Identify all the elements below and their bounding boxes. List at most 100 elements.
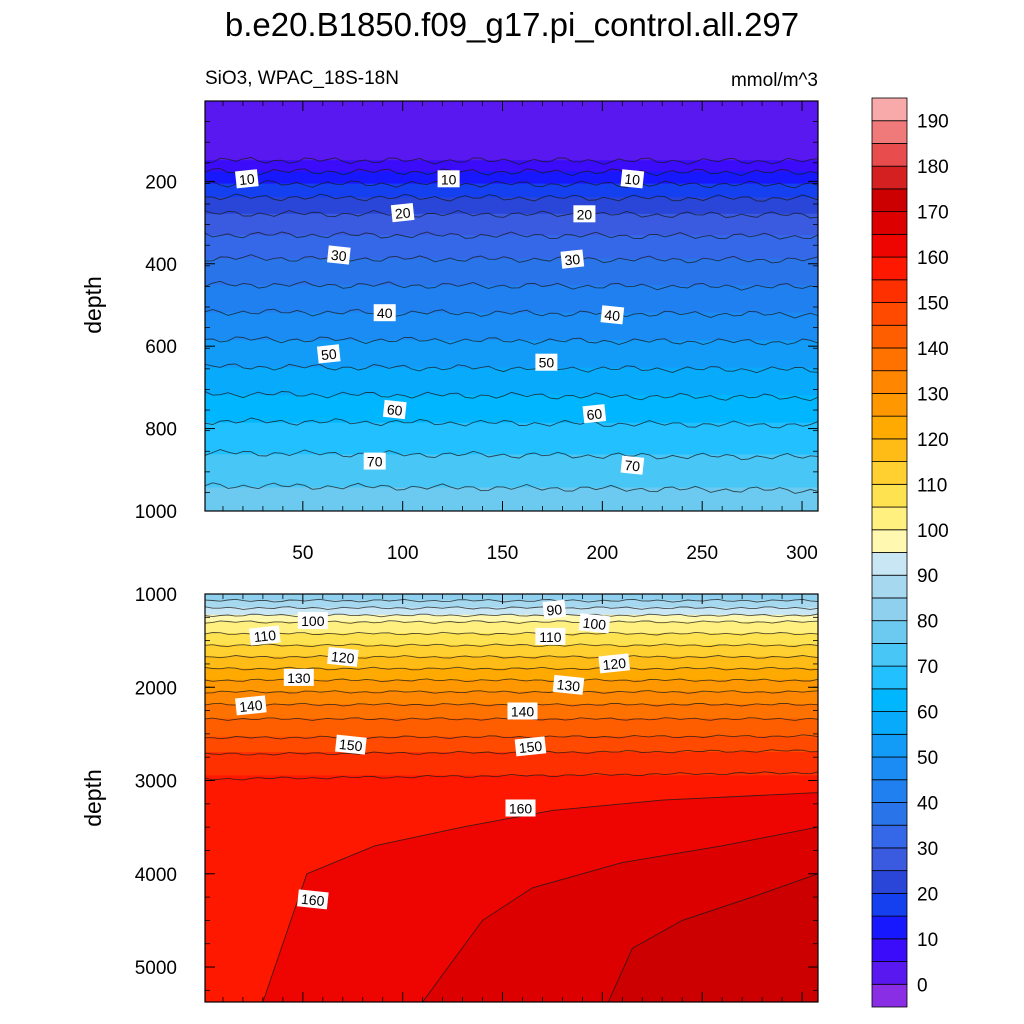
contour-label-box: [542, 599, 567, 620]
colorbar-swatch: [871, 324, 908, 349]
contour-label-text: 130: [287, 670, 311, 686]
contour-line: [205, 180, 818, 189]
contour-band: [205, 600, 818, 609]
contour-label: 150: [335, 734, 367, 755]
contour-label: 30: [327, 245, 351, 265]
contour-line: [205, 254, 818, 264]
contour-label-text: 150: [518, 738, 543, 756]
colorbar-swatch: [871, 506, 908, 531]
colorbar-swatch: [871, 620, 908, 644]
contour-band: [205, 691, 818, 706]
colorbar-swatch: [871, 597, 908, 622]
colorbar-swatch: [871, 165, 908, 190]
contour-line: [607, 873, 818, 1002]
contour-label-box: [437, 170, 460, 188]
contour-band: [205, 607, 818, 616]
contour-label: 100: [297, 612, 328, 629]
colorbar-swatch: [871, 665, 908, 690]
contour-label-box: [582, 404, 607, 424]
contour-band: [205, 235, 818, 260]
contour-line: [205, 193, 818, 202]
contour-band: [205, 197, 818, 215]
x-tick-label: 200: [587, 543, 619, 564]
contour-label: 20: [573, 205, 596, 223]
contour-label-box: [363, 452, 386, 470]
contour-label-text: 10: [441, 171, 457, 187]
colorbar-swatch: [871, 483, 908, 508]
colorbar-swatch: [871, 302, 908, 326]
contour-label: 90: [542, 599, 567, 620]
contour-band: [205, 285, 818, 314]
contour-band: [205, 594, 818, 602]
contour-band: [205, 487, 818, 511]
colorbar-label: 90: [917, 566, 938, 587]
colorbar-swatch: [871, 643, 908, 667]
colorbar-swatch: [871, 711, 908, 735]
contour-label: 120: [598, 653, 631, 674]
contour-band: [205, 718, 818, 738]
contour-label-box: [327, 646, 359, 667]
contour-label-text: 10: [624, 171, 641, 189]
colorbar-label: 180: [917, 157, 949, 178]
colorbar-swatch: [871, 756, 908, 781]
contour-label-text: 50: [320, 346, 337, 364]
contour-region: [608, 873, 818, 1002]
y-tick-label: 800: [145, 420, 177, 441]
contour-line: [205, 417, 818, 429]
contour-label: 100: [578, 613, 611, 634]
colorbar-label: 170: [917, 203, 949, 224]
colorbar-label: 150: [917, 294, 949, 315]
contour-label: 160: [297, 889, 329, 910]
colorbar-label: 140: [917, 339, 949, 360]
y-tick-label: 1000: [135, 502, 177, 523]
colorbar-swatch: [871, 393, 908, 417]
colorbar-label: 60: [917, 703, 938, 724]
y-axis-label: depth: [80, 276, 106, 334]
colorbar-swatch: [871, 211, 908, 235]
contour-label: 40: [600, 305, 625, 325]
contour-label-box: [535, 627, 566, 645]
colorbar-swatch: [871, 233, 908, 258]
y-tick-label: 400: [145, 255, 177, 276]
contour-label-text: 100: [301, 613, 325, 629]
y-axis-label: depth: [80, 769, 106, 827]
colorbar-swatch: [871, 461, 908, 485]
contour-label-box: [552, 674, 585, 695]
colorbar-swatch: [871, 529, 908, 553]
colorbar-label: 70: [917, 657, 938, 678]
contour-label: 10: [620, 169, 645, 189]
contour-label-box: [507, 702, 538, 720]
contour-band: [205, 736, 818, 754]
colorbar-label: 100: [917, 521, 949, 542]
contour-label: 110: [249, 625, 281, 646]
contour-line: [205, 771, 818, 781]
colorbar-label: 80: [917, 612, 938, 633]
colorbar-swatch: [871, 824, 908, 849]
contour-band: [205, 752, 818, 777]
colorbar-label: 40: [917, 793, 938, 814]
colorbar: 0 10 20 30 40 50 60 70 80 90 100 110 120 130 140 150 160…: [871, 97, 949, 1008]
contour-line: [205, 156, 818, 165]
contour-label-text: 110: [539, 629, 562, 645]
contour-band: [205, 367, 818, 397]
contour-label: 130: [283, 668, 314, 686]
contour-label: 150: [514, 736, 547, 757]
colorbar-swatch: [871, 983, 908, 1008]
contour-label: 110: [535, 627, 566, 645]
contour-label-text: 110: [253, 627, 277, 645]
contour-label: 160: [505, 799, 536, 817]
y-tick-label: 5000: [135, 958, 177, 979]
contour-line: [205, 792, 818, 1002]
contour-label-box: [505, 799, 536, 817]
contour-label-text: 30: [564, 251, 581, 269]
contour-label: 140: [235, 695, 267, 716]
contour-label-text: 150: [338, 736, 363, 754]
colorbar-label: 110: [917, 475, 947, 496]
contour-label: 10: [437, 170, 460, 188]
contour-band: [205, 656, 818, 670]
contour-band: [205, 614, 818, 623]
contour-label-text: 10: [238, 171, 255, 189]
contour-band: [205, 340, 818, 369]
contour-line: [205, 631, 818, 636]
